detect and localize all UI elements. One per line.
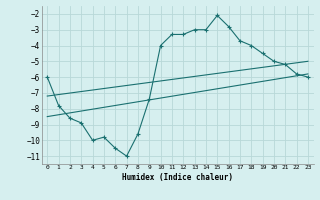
X-axis label: Humidex (Indice chaleur): Humidex (Indice chaleur) xyxy=(122,173,233,182)
